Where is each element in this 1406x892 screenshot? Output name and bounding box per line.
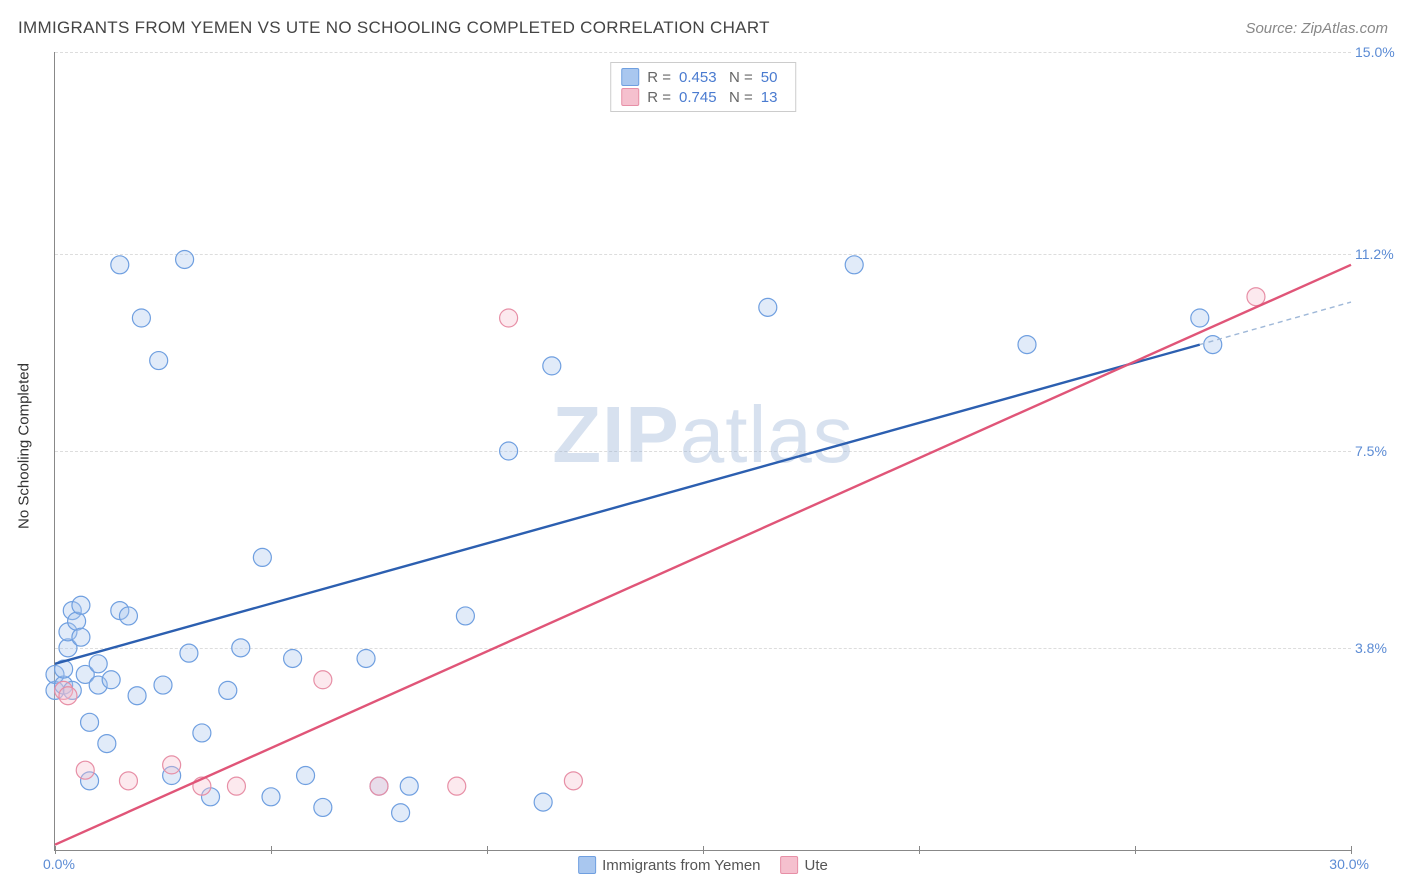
plot-area: ZIPatlas 3.8%7.5%11.2%15.0% 0.0% 30.0% R…: [54, 52, 1351, 851]
data-point: [219, 681, 237, 699]
data-point: [76, 761, 94, 779]
data-point: [297, 767, 315, 785]
data-point: [132, 309, 150, 327]
data-point: [1204, 336, 1222, 354]
y-tick-label: 15.0%: [1355, 44, 1401, 60]
chart-svg: [55, 52, 1351, 850]
data-point: [232, 639, 250, 657]
stats-legend: R = 0.453 N = 50 R = 0.745 N = 13: [610, 62, 796, 112]
data-point: [314, 671, 332, 689]
r-value: 0.745: [679, 89, 721, 106]
legend-swatch: [781, 856, 799, 874]
n-value: 13: [761, 89, 785, 106]
data-point: [98, 735, 116, 753]
data-point: [456, 607, 474, 625]
legend-label: Ute: [805, 857, 828, 874]
legend-item: Ute: [781, 856, 828, 874]
data-point: [163, 756, 181, 774]
x-axis-max-label: 30.0%: [1329, 856, 1369, 872]
data-point: [500, 309, 518, 327]
data-point: [176, 250, 194, 268]
r-value: 0.453: [679, 69, 721, 86]
data-point: [89, 655, 107, 673]
legend-label: Immigrants from Yemen: [602, 857, 760, 874]
data-point: [193, 724, 211, 742]
y-axis-title: No Schooling Completed: [16, 363, 33, 529]
data-point: [1247, 288, 1265, 306]
trend-line: [55, 345, 1200, 664]
n-value: 50: [761, 69, 785, 86]
data-point: [1191, 309, 1209, 327]
data-point: [543, 357, 561, 375]
legend-swatch: [621, 88, 639, 106]
data-point: [253, 548, 271, 566]
data-point: [845, 256, 863, 274]
r-label: R =: [647, 89, 671, 106]
data-point: [227, 777, 245, 795]
legend-swatch: [578, 856, 596, 874]
legend-item: Immigrants from Yemen: [578, 856, 760, 874]
data-point: [68, 612, 86, 630]
data-point: [400, 777, 418, 795]
trend-line: [55, 265, 1351, 845]
data-point: [284, 649, 302, 667]
y-tick-label: 7.5%: [1355, 443, 1401, 459]
x-axis-min-label: 0.0%: [43, 856, 75, 872]
r-label: R =: [647, 69, 671, 86]
data-point: [500, 442, 518, 460]
data-point: [72, 628, 90, 646]
data-point: [314, 798, 332, 816]
source-text: Source: ZipAtlas.com: [1245, 20, 1388, 37]
data-point: [150, 352, 168, 370]
data-point: [534, 793, 552, 811]
data-point: [119, 772, 137, 790]
data-point: [262, 788, 280, 806]
data-point: [392, 804, 410, 822]
data-point: [111, 256, 129, 274]
n-label: N =: [729, 69, 753, 86]
y-tick-label: 3.8%: [1355, 640, 1401, 656]
data-point: [1018, 336, 1036, 354]
chart-title: IMMIGRANTS FROM YEMEN VS UTE NO SCHOOLIN…: [18, 18, 770, 37]
data-point: [102, 671, 120, 689]
data-point: [448, 777, 466, 795]
data-point: [564, 772, 582, 790]
y-tick-label: 11.2%: [1355, 246, 1401, 262]
data-point: [759, 298, 777, 316]
data-point: [154, 676, 172, 694]
data-point: [119, 607, 137, 625]
n-label: N =: [729, 89, 753, 106]
data-point: [357, 649, 375, 667]
data-point: [81, 713, 99, 731]
data-point: [59, 687, 77, 705]
data-point: [128, 687, 146, 705]
series-legend: Immigrants from Yemen Ute: [578, 856, 828, 874]
data-point: [370, 777, 388, 795]
legend-stats-row: R = 0.745 N = 13: [621, 87, 785, 107]
x-tick: [1351, 846, 1352, 854]
legend-swatch: [621, 68, 639, 86]
legend-stats-row: R = 0.453 N = 50: [621, 67, 785, 87]
data-point: [72, 596, 90, 614]
data-point: [180, 644, 198, 662]
